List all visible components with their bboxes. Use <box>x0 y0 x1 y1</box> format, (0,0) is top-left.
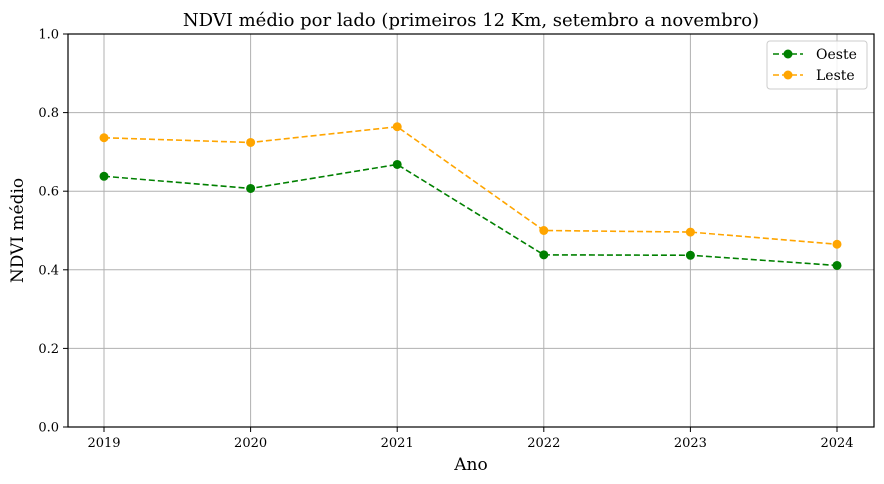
legend-marker-oeste <box>783 49 793 59</box>
series-layer <box>99 122 842 270</box>
legend-marker-leste <box>783 70 793 80</box>
legend: Oeste Leste <box>766 40 868 90</box>
x-ticks: 2019 2020 2021 2022 2023 2024 <box>87 427 854 451</box>
series-line-leste <box>103 125 838 246</box>
y-tick-label-5: 1.0 <box>38 28 59 43</box>
chart-title: NDVI médio por lado (primeiros 12 Km, se… <box>183 10 759 31</box>
y-axis-label: NDVI médio <box>8 178 28 283</box>
y-tick-label-4: 0.8 <box>38 106 59 121</box>
data-point-leste-2022 <box>539 226 549 235</box>
x-tick-label-1: 2020 <box>234 436 267 451</box>
data-point-leste-2021 <box>392 122 402 132</box>
data-point-oeste-2020 <box>246 183 256 193</box>
data-point-oeste-2024 <box>832 260 842 270</box>
data-point-oeste-2023 <box>685 250 695 260</box>
y-tick-label-1: 0.2 <box>38 342 59 357</box>
data-point-oeste-2021 <box>392 159 402 169</box>
data-point-leste-2020 <box>246 137 256 147</box>
legend-label-oeste: Oeste <box>816 47 857 63</box>
plot-frame <box>67 33 875 428</box>
x-tick-label-2: 2021 <box>381 436 414 451</box>
data-point-oeste-2022 <box>539 250 549 260</box>
data-point-leste-2024 <box>832 239 842 249</box>
data-point-leste-2019 <box>99 133 109 143</box>
data-point-oeste-2019 <box>99 171 109 181</box>
x-tick-label-4: 2023 <box>674 436 707 451</box>
y-tick-label-3: 0.6 <box>38 185 59 200</box>
data-point-leste-2023 <box>685 227 695 237</box>
legend-label-leste: Leste <box>816 68 855 84</box>
series-line-oeste <box>103 163 838 267</box>
y-ticks: 0.0 0.2 0.4 0.6 0.8 1.0 <box>38 28 68 436</box>
x-tick-label-0: 2019 <box>87 436 120 451</box>
x-tick-label-3: 2022 <box>527 436 560 451</box>
x-tick-label-5: 2024 <box>820 436 853 451</box>
y-tick-label-2: 0.4 <box>38 263 59 278</box>
y-tick-label-0: 0.0 <box>38 421 59 436</box>
x-axis-label: Ano <box>453 455 487 475</box>
